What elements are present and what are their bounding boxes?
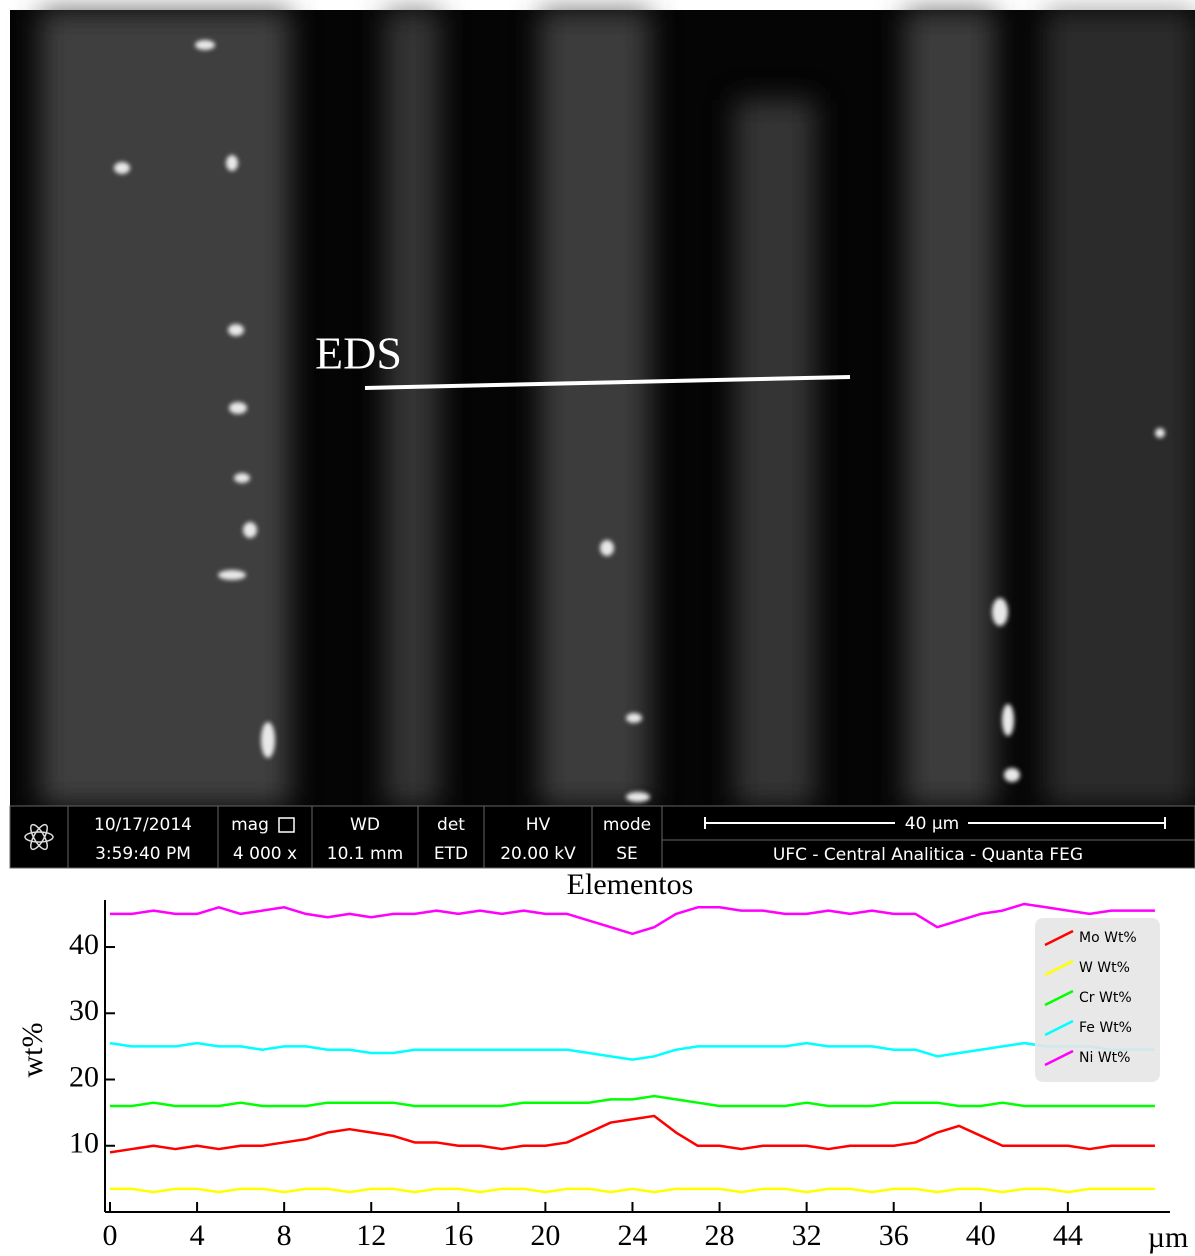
legend-swatch <box>1044 1049 1074 1067</box>
mag: 4 000 x <box>233 844 297 864</box>
legend-swatch <box>1044 959 1074 977</box>
x-tick-label: 32 <box>792 1219 822 1252</box>
y-tick-label: 30 <box>69 994 99 1027</box>
legend-label: Ni Wt% <box>1079 1050 1130 1066</box>
legend-swatch <box>1044 929 1074 947</box>
x-tick-label: 24 <box>617 1219 647 1252</box>
info-bar: 10/17/2014 3:59:40 PM mag 4 000 x WD 10.… <box>9 805 1195 869</box>
sem-image: EDS <box>10 10 1195 806</box>
mag-label: mag <box>231 815 269 835</box>
date: 10/17/2014 <box>94 815 192 835</box>
legend: Mo Wt% W Wt% Cr Wt% Fe Wt% Ni Wt% <box>1035 918 1160 1082</box>
y-axis-title: wt% <box>16 1023 49 1078</box>
y-tick-label: 10 <box>69 1127 99 1160</box>
x-tick-label: 4 <box>190 1219 205 1252</box>
x-axis-title: µm <box>1148 1221 1189 1254</box>
mode-label: mode <box>603 815 651 835</box>
facility: UFC - Central Analitica - Quanta FEG <box>773 845 1083 865</box>
chart-title: Elementos <box>567 868 694 901</box>
eds-label: EDS <box>315 328 402 379</box>
time: 3:59:40 PM <box>95 844 191 864</box>
series-line <box>110 1094 1155 1108</box>
legend-swatch <box>1044 1019 1074 1037</box>
x-tick-label: 8 <box>277 1219 292 1252</box>
line-chart: Elementos wt% µm 10 20 30 40 0 4 8 12 16 20 24 28 32… <box>16 868 1188 1254</box>
x-tick-label: 16 <box>443 1219 473 1252</box>
series-line <box>110 902 1155 936</box>
det-label: det <box>437 815 465 835</box>
wd-label: WD <box>350 815 380 835</box>
x-tick-label: 36 <box>879 1219 909 1252</box>
det: ETD <box>434 844 468 864</box>
mode: SE <box>616 844 638 864</box>
legend-label: Mo Wt% <box>1079 930 1137 946</box>
eds-line <box>364 375 851 390</box>
wd: 10.1 mm <box>327 844 403 864</box>
logo-icon <box>24 823 54 851</box>
x-tick-label: 44 <box>1053 1219 1083 1252</box>
x-tick-label: 12 <box>356 1219 386 1252</box>
series-line <box>109 1041 1155 1061</box>
x-tick-label: 0 <box>103 1219 118 1252</box>
legend-swatch <box>1044 989 1074 1007</box>
y-tick-label: 40 <box>69 928 99 961</box>
series-line <box>109 1114 1155 1154</box>
y-tick-label: 20 <box>69 1060 99 1093</box>
x-tick-label: 20 <box>530 1219 560 1252</box>
hv-label: HV <box>526 815 551 835</box>
series-line <box>110 1187 1155 1194</box>
legend-label: W Wt% <box>1079 960 1130 976</box>
scale-bar-label: 40 µm <box>905 814 959 834</box>
x-tick-label: 28 <box>705 1219 735 1252</box>
legend-box <box>1035 918 1160 1082</box>
x-tick-label: 40 <box>966 1219 996 1252</box>
legend-label: Cr Wt% <box>1079 990 1132 1006</box>
legend-label: Fe Wt% <box>1079 1020 1132 1036</box>
hv: 20.00 kV <box>500 844 576 864</box>
